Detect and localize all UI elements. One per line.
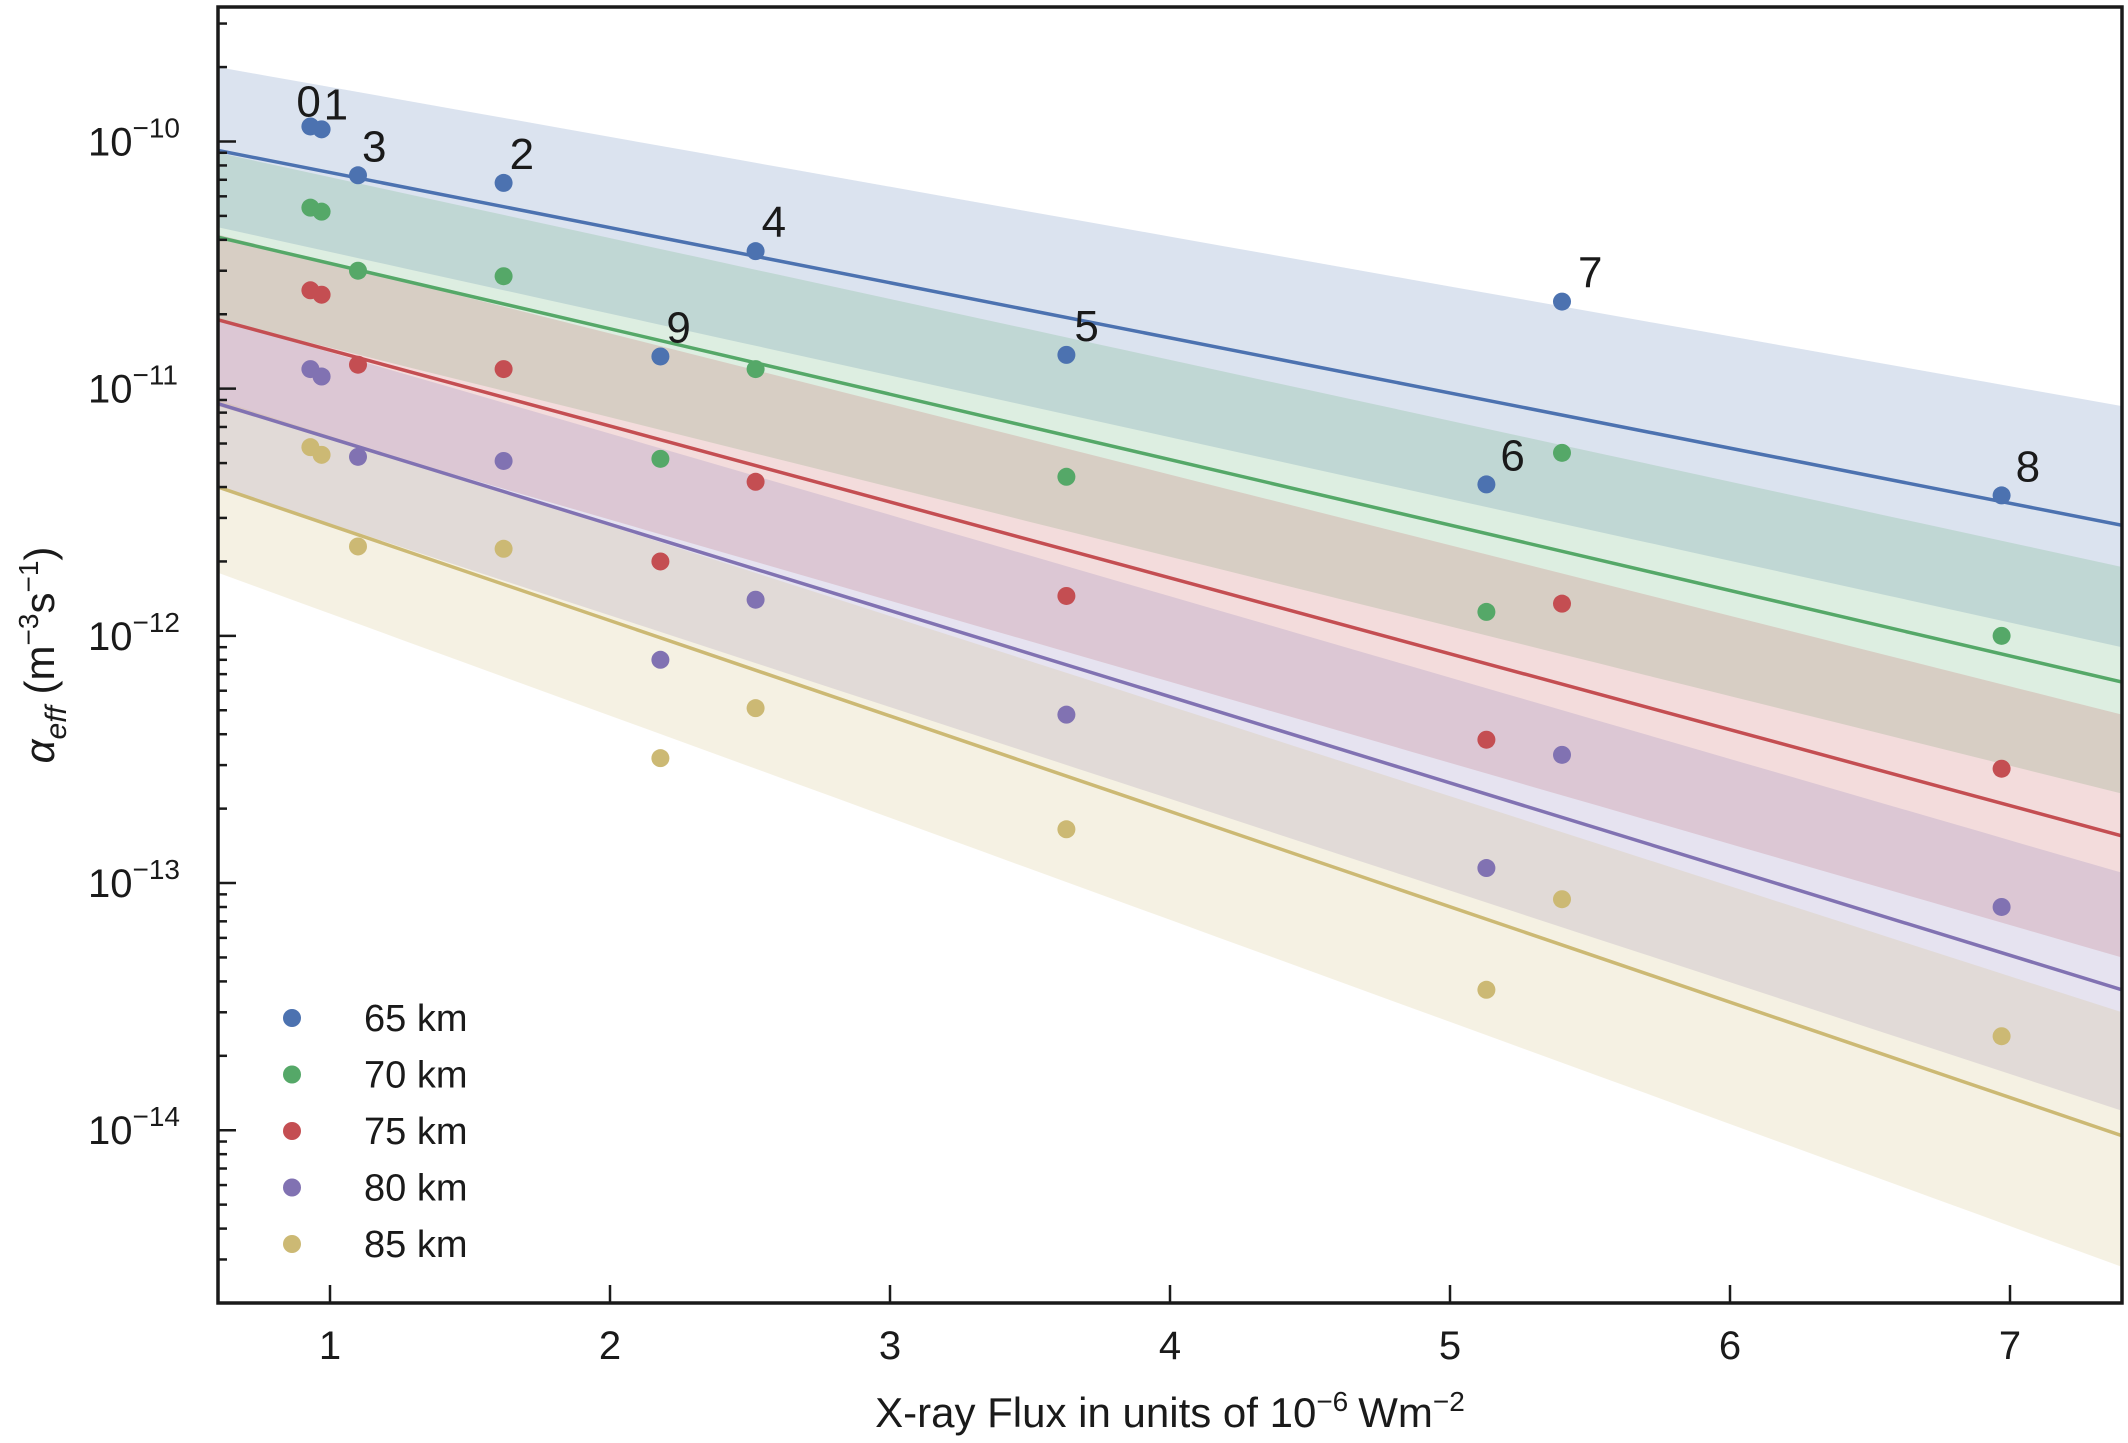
legend-label: 65 km bbox=[364, 998, 467, 1040]
point-label-4: 4 bbox=[762, 198, 786, 247]
point-label-0: 0 bbox=[296, 77, 320, 126]
y-tick-label: 10−13 bbox=[88, 854, 180, 906]
point-85-km-8 bbox=[1992, 1027, 2011, 1046]
fit-line-75-km bbox=[218, 318, 2122, 838]
x-tick-label: 4 bbox=[1159, 1324, 1181, 1368]
point-85-km-6 bbox=[1477, 980, 1496, 999]
point-70-km-5 bbox=[1057, 467, 1076, 486]
band-80-km bbox=[218, 319, 2122, 1111]
point-80-km-4 bbox=[746, 590, 765, 609]
point-80-km-1 bbox=[312, 367, 331, 386]
point-75-km-9 bbox=[651, 552, 670, 571]
point-70-km-4 bbox=[746, 360, 765, 379]
fit-lines bbox=[218, 148, 2122, 1138]
point-65-km-8 bbox=[1992, 486, 2011, 505]
x-tick-label: 3 bbox=[879, 1324, 901, 1368]
band-70-km bbox=[218, 152, 2122, 794]
point-85-km-1 bbox=[312, 445, 331, 464]
point-65-km-5 bbox=[1057, 345, 1076, 364]
point-label-1: 1 bbox=[324, 80, 348, 129]
point-label-3: 3 bbox=[362, 122, 386, 171]
fit-line-70-km bbox=[218, 235, 2122, 684]
point-label-7: 7 bbox=[1578, 249, 1602, 298]
point-65-km-6 bbox=[1477, 475, 1496, 494]
x-axis-label: X-ray Flux in units of 10−6 Wm−2 bbox=[875, 1386, 1465, 1436]
point-80-km-3 bbox=[349, 447, 367, 466]
point-75-km-4 bbox=[746, 472, 765, 491]
point-75-km-8 bbox=[1992, 759, 2011, 778]
band-65-km bbox=[218, 67, 2122, 648]
confidence-bands bbox=[218, 67, 2122, 1267]
point-65-km-7 bbox=[1553, 292, 1571, 311]
point-70-km-8 bbox=[1992, 626, 2011, 645]
fit-line-80-km bbox=[218, 401, 2122, 992]
point-80-km-9 bbox=[651, 650, 670, 669]
point-80-km-5 bbox=[1057, 705, 1076, 724]
band-85-km bbox=[218, 400, 2122, 1267]
x-tick-label: 2 bbox=[599, 1324, 621, 1368]
x-tick-label: 7 bbox=[1999, 1324, 2021, 1368]
point-annotations: 0 13 2 9 4 5 6 7 8 bbox=[296, 77, 2040, 491]
point-80-km-7 bbox=[1553, 745, 1571, 764]
point-75-km-1 bbox=[312, 285, 331, 304]
legend-marker bbox=[283, 1235, 301, 1253]
point-75-km-6 bbox=[1477, 730, 1496, 749]
point-80-km-6 bbox=[1477, 859, 1496, 878]
point-label-5: 5 bbox=[1074, 302, 1098, 351]
point-85-km-3 bbox=[349, 537, 367, 556]
x-tick-label: 5 bbox=[1439, 1324, 1461, 1368]
y-axis-label: αeff (m−3s−1) bbox=[13, 547, 73, 764]
point-70-km-1 bbox=[312, 202, 331, 221]
point-70-km-2 bbox=[494, 267, 513, 286]
point-label-9: 9 bbox=[666, 303, 690, 352]
point-75-km-2 bbox=[494, 360, 513, 379]
point-80-km-8 bbox=[1992, 897, 2011, 916]
point-65-km-2 bbox=[494, 173, 513, 192]
point-85-km-9 bbox=[651, 749, 670, 768]
x-tick-label: 1 bbox=[319, 1324, 341, 1368]
point-70-km-3 bbox=[349, 261, 367, 280]
point-80-km-2 bbox=[494, 451, 513, 470]
fit-line-85-km bbox=[218, 485, 2122, 1138]
y-tick-label: 10−11 bbox=[88, 360, 178, 412]
point-75-km-5 bbox=[1057, 586, 1076, 605]
point-85-km-5 bbox=[1057, 820, 1076, 839]
legend-label: 80 km bbox=[364, 1168, 467, 1210]
point-85-km-7 bbox=[1553, 890, 1571, 909]
x-axis: 1 2 3 4 5 6 7 bbox=[319, 1285, 2021, 1368]
point-70-km-9 bbox=[651, 449, 670, 468]
point-75-km-7 bbox=[1553, 594, 1571, 613]
y-tick-label: 10−12 bbox=[88, 607, 180, 659]
fit-line-65-km bbox=[218, 148, 2122, 528]
point-65-km-1 bbox=[312, 120, 331, 139]
legend-label: 75 km bbox=[364, 1111, 467, 1153]
point-75-km-3 bbox=[349, 355, 367, 374]
legend-marker bbox=[283, 1178, 301, 1197]
y-tick-label: 10−14 bbox=[88, 1101, 180, 1153]
legend-marker bbox=[283, 1009, 301, 1027]
point-label-2: 2 bbox=[510, 130, 534, 179]
data-points bbox=[301, 117, 2011, 1046]
point-85-km-2 bbox=[494, 539, 513, 558]
x-tick-label: 6 bbox=[1719, 1324, 1741, 1368]
legend-marker bbox=[283, 1065, 301, 1084]
legend: 65 km 70 km 75 km 80 km 85 km bbox=[283, 998, 467, 1266]
legend-label: 70 km bbox=[364, 1055, 467, 1097]
point-70-km-7 bbox=[1553, 443, 1571, 462]
point-85-km-4 bbox=[746, 699, 765, 718]
y-tick-label: 10−10 bbox=[88, 112, 180, 164]
band-75-km bbox=[218, 234, 2122, 958]
point-label-8: 8 bbox=[2016, 442, 2040, 491]
point-65-km-9 bbox=[651, 347, 670, 366]
point-70-km-6 bbox=[1477, 602, 1496, 621]
point-65-km-4 bbox=[746, 242, 765, 261]
legend-label: 85 km bbox=[364, 1224, 467, 1266]
legend-marker bbox=[283, 1122, 301, 1140]
point-label-6: 6 bbox=[1500, 431, 1524, 480]
point-65-km-3 bbox=[349, 166, 367, 185]
y-axis: 10−10 10−11 10−12 10−13 10−14 bbox=[88, 22, 236, 1305]
